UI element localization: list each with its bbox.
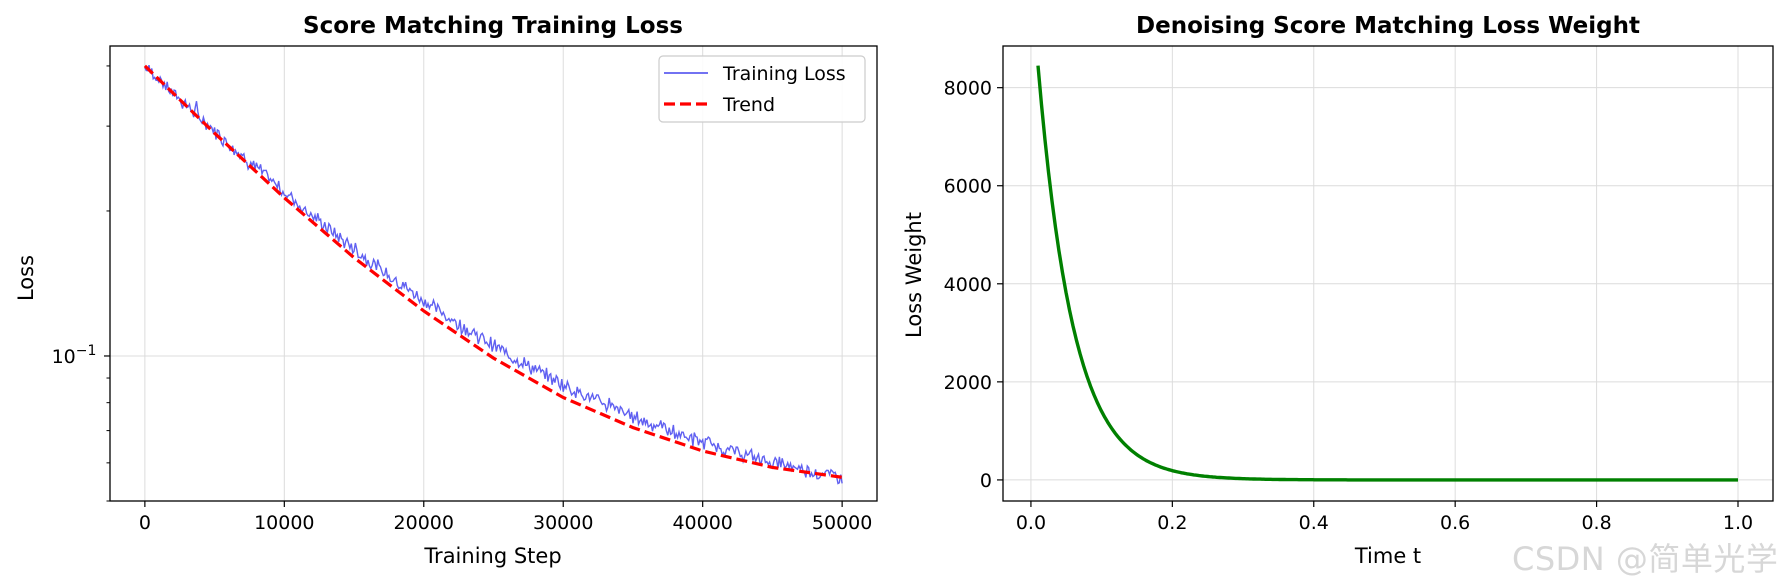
weight-chart-xtick-label: 0.2 [1157,512,1187,534]
training-loss-line [144,64,843,485]
loss-chart-legend: Training Loss Trend [658,55,866,123]
weight-chart-ylabel: Loss Weight [902,212,926,338]
weight-chart-title: Denoising Score Matching Loss Weight [1136,13,1640,39]
weight-chart-ytick-label: 8000 [944,78,992,100]
weight-chart: Denoising Score Matching Loss Weight 0.0… [902,13,1774,568]
weight-chart-ytick-label: 2000 [944,372,992,394]
loss-chart-xtick-label: 10000 [254,512,314,534]
weight-chart-xlabel: Time t [1354,544,1421,568]
loss-chart-xtick-label: 0 [139,512,151,534]
loss-weight-line [1036,65,1738,482]
weight-chart-xtick-label: 0.6 [1440,512,1470,534]
loss-chart-xtick-label: 50000 [812,512,872,534]
weight-chart-xtick-label: 0.8 [1581,512,1611,534]
watermark-text: CSDN @简单光学 [1512,540,1779,578]
loss-chart: Score Matching Training Loss 0 10000 20000… [14,13,878,568]
legend-label-training-loss: Training Loss [722,63,846,85]
weight-chart-xtick-label: 0.4 [1299,512,1329,534]
legend-label-trend: Trend [722,94,775,116]
loss-chart-ylabel: Loss [14,255,38,301]
weight-chart-xtick-label: 0.0 [1016,512,1046,534]
weight-chart-xtick-label: 1.0 [1723,512,1753,534]
weight-chart-ytick-label: 6000 [944,176,992,198]
weight-chart-ytick-label: 4000 [944,274,992,296]
loss-chart-xtick-label: 40000 [672,512,732,534]
trend-line [143,64,843,479]
loss-chart-title: Score Matching Training Loss [303,13,683,39]
weight-chart-ytick-label: 0 [980,470,992,492]
loss-chart-xtick-label: 20000 [394,512,454,534]
loss-chart-xtick-label: 30000 [533,512,593,534]
loss-chart-ytick-label: 10−1 [52,343,97,368]
loss-chart-xlabel: Training Step [423,544,561,568]
